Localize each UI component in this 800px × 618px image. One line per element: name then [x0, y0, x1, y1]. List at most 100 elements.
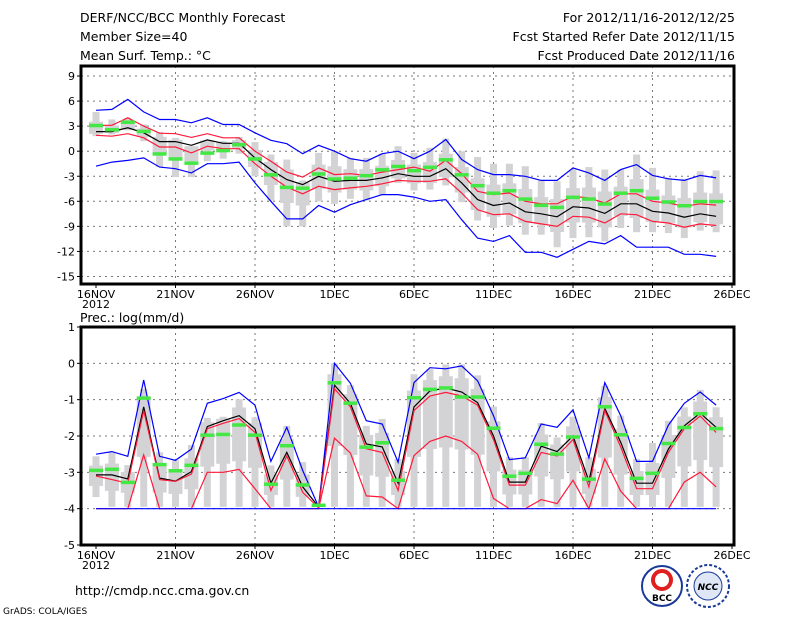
marker-marker	[168, 157, 183, 161]
marker-marker	[438, 158, 453, 162]
marker-marker	[518, 197, 533, 201]
x-tick-label: 21NOV	[156, 549, 195, 562]
marker-marker	[152, 462, 167, 467]
spread-box	[629, 179, 644, 219]
marker-marker	[391, 164, 406, 169]
marker-marker	[375, 441, 390, 445]
marker-marker	[232, 423, 247, 427]
plot-frame	[79, 325, 736, 547]
marker-marker	[566, 435, 580, 439]
marker-marker	[581, 477, 596, 481]
marker-marker	[709, 199, 724, 204]
marker-marker	[263, 482, 278, 486]
y-tick-label: -1	[64, 394, 75, 407]
spread-box	[422, 162, 437, 183]
marker-marker	[661, 200, 676, 204]
y-tick-label: -6	[64, 195, 75, 208]
x-tick-label: 26NOV	[236, 549, 275, 562]
marker-marker	[709, 426, 724, 431]
x-tick-label: 16DEC	[554, 288, 591, 301]
plot-frame	[79, 64, 736, 286]
marker-marker	[677, 425, 692, 430]
spread-box	[168, 470, 183, 494]
y-tick-label: -12	[57, 245, 75, 258]
y-tick-label: -2	[64, 430, 75, 443]
marker-marker	[279, 185, 294, 190]
marker-marker	[454, 395, 469, 399]
line-lower	[95, 133, 717, 228]
figure-title: DERF/NCC/BCC Monthly Forecast	[80, 10, 285, 25]
spread-box	[502, 183, 517, 215]
spread-box	[438, 376, 453, 448]
spread-box	[709, 417, 724, 468]
spread-box	[407, 390, 421, 457]
spread-box	[645, 463, 660, 496]
spread-box	[534, 434, 549, 477]
spread-box	[645, 189, 660, 222]
year-label: 2012	[82, 559, 110, 572]
y-tick-label: -15	[57, 270, 75, 283]
x-tick-label: 6DEC	[399, 288, 429, 301]
marker-marker	[263, 173, 278, 177]
y-tick-label: 3	[68, 120, 75, 133]
x-tick-label: 26DEC	[713, 288, 750, 301]
spread-box	[470, 388, 485, 455]
marker-marker	[136, 129, 151, 134]
marker-marker	[502, 188, 517, 193]
x-tick-label: 1DEC	[319, 549, 349, 562]
spread-box	[566, 188, 580, 223]
spread-box	[677, 197, 692, 228]
footer-url[interactable]: http://cmdp.ncc.cma.gov.cn	[75, 583, 249, 598]
marker-marker	[613, 191, 628, 195]
marker-marker	[581, 197, 596, 201]
spread-box	[518, 188, 533, 224]
spread-box	[661, 195, 676, 224]
spread-box	[216, 418, 231, 464]
marker-marker	[629, 188, 644, 193]
marker-marker	[693, 199, 708, 204]
marker-marker	[597, 202, 612, 206]
spread-box	[200, 422, 215, 467]
marker-marker	[311, 503, 326, 508]
marker-marker	[327, 177, 342, 181]
ncc-logo-text: NCC	[698, 583, 719, 593]
spread-box	[661, 434, 676, 478]
marker-marker	[120, 120, 135, 124]
y-tick-label: -5	[64, 539, 75, 552]
line-ensemble-max	[95, 98, 717, 182]
x-tick-label: 21DEC	[634, 288, 671, 301]
x-tick-label: 21NOV	[156, 288, 195, 301]
spread-box	[120, 122, 135, 130]
marker-marker	[407, 395, 421, 400]
x-tick-label: 26DEC	[713, 549, 750, 562]
marker-marker	[470, 183, 485, 188]
x-tick-label: 11DEC	[475, 288, 512, 301]
marker-marker	[470, 395, 485, 399]
marker-marker	[248, 433, 262, 437]
marker-marker	[629, 476, 644, 481]
marker-marker	[89, 468, 103, 473]
marker-marker	[422, 165, 437, 170]
marker-marker	[168, 469, 183, 473]
marker-marker	[407, 168, 421, 173]
spread-box	[216, 142, 231, 151]
y-tick-label: -4	[64, 503, 75, 516]
marker-marker	[597, 405, 612, 409]
marker-marker	[661, 441, 676, 446]
spread-box	[693, 401, 708, 460]
marker-marker	[120, 480, 135, 485]
x-tick-label: 16NOV	[77, 549, 116, 562]
marker-marker	[613, 433, 628, 437]
marker-marker	[327, 381, 342, 385]
spread-box	[279, 439, 294, 480]
marker-marker	[550, 452, 565, 456]
marker-marker	[566, 195, 580, 200]
y-tick-label: 6	[68, 95, 75, 108]
spread-box	[486, 421, 501, 472]
y-tick-label: -3	[64, 466, 75, 479]
spread-box	[184, 146, 199, 162]
marker-marker	[359, 445, 374, 449]
x-tick-label: 21DEC	[634, 549, 671, 562]
fcst-started-date: Fcst Started Refer Date 2012/11/15	[513, 29, 736, 44]
marker-marker	[359, 173, 374, 178]
